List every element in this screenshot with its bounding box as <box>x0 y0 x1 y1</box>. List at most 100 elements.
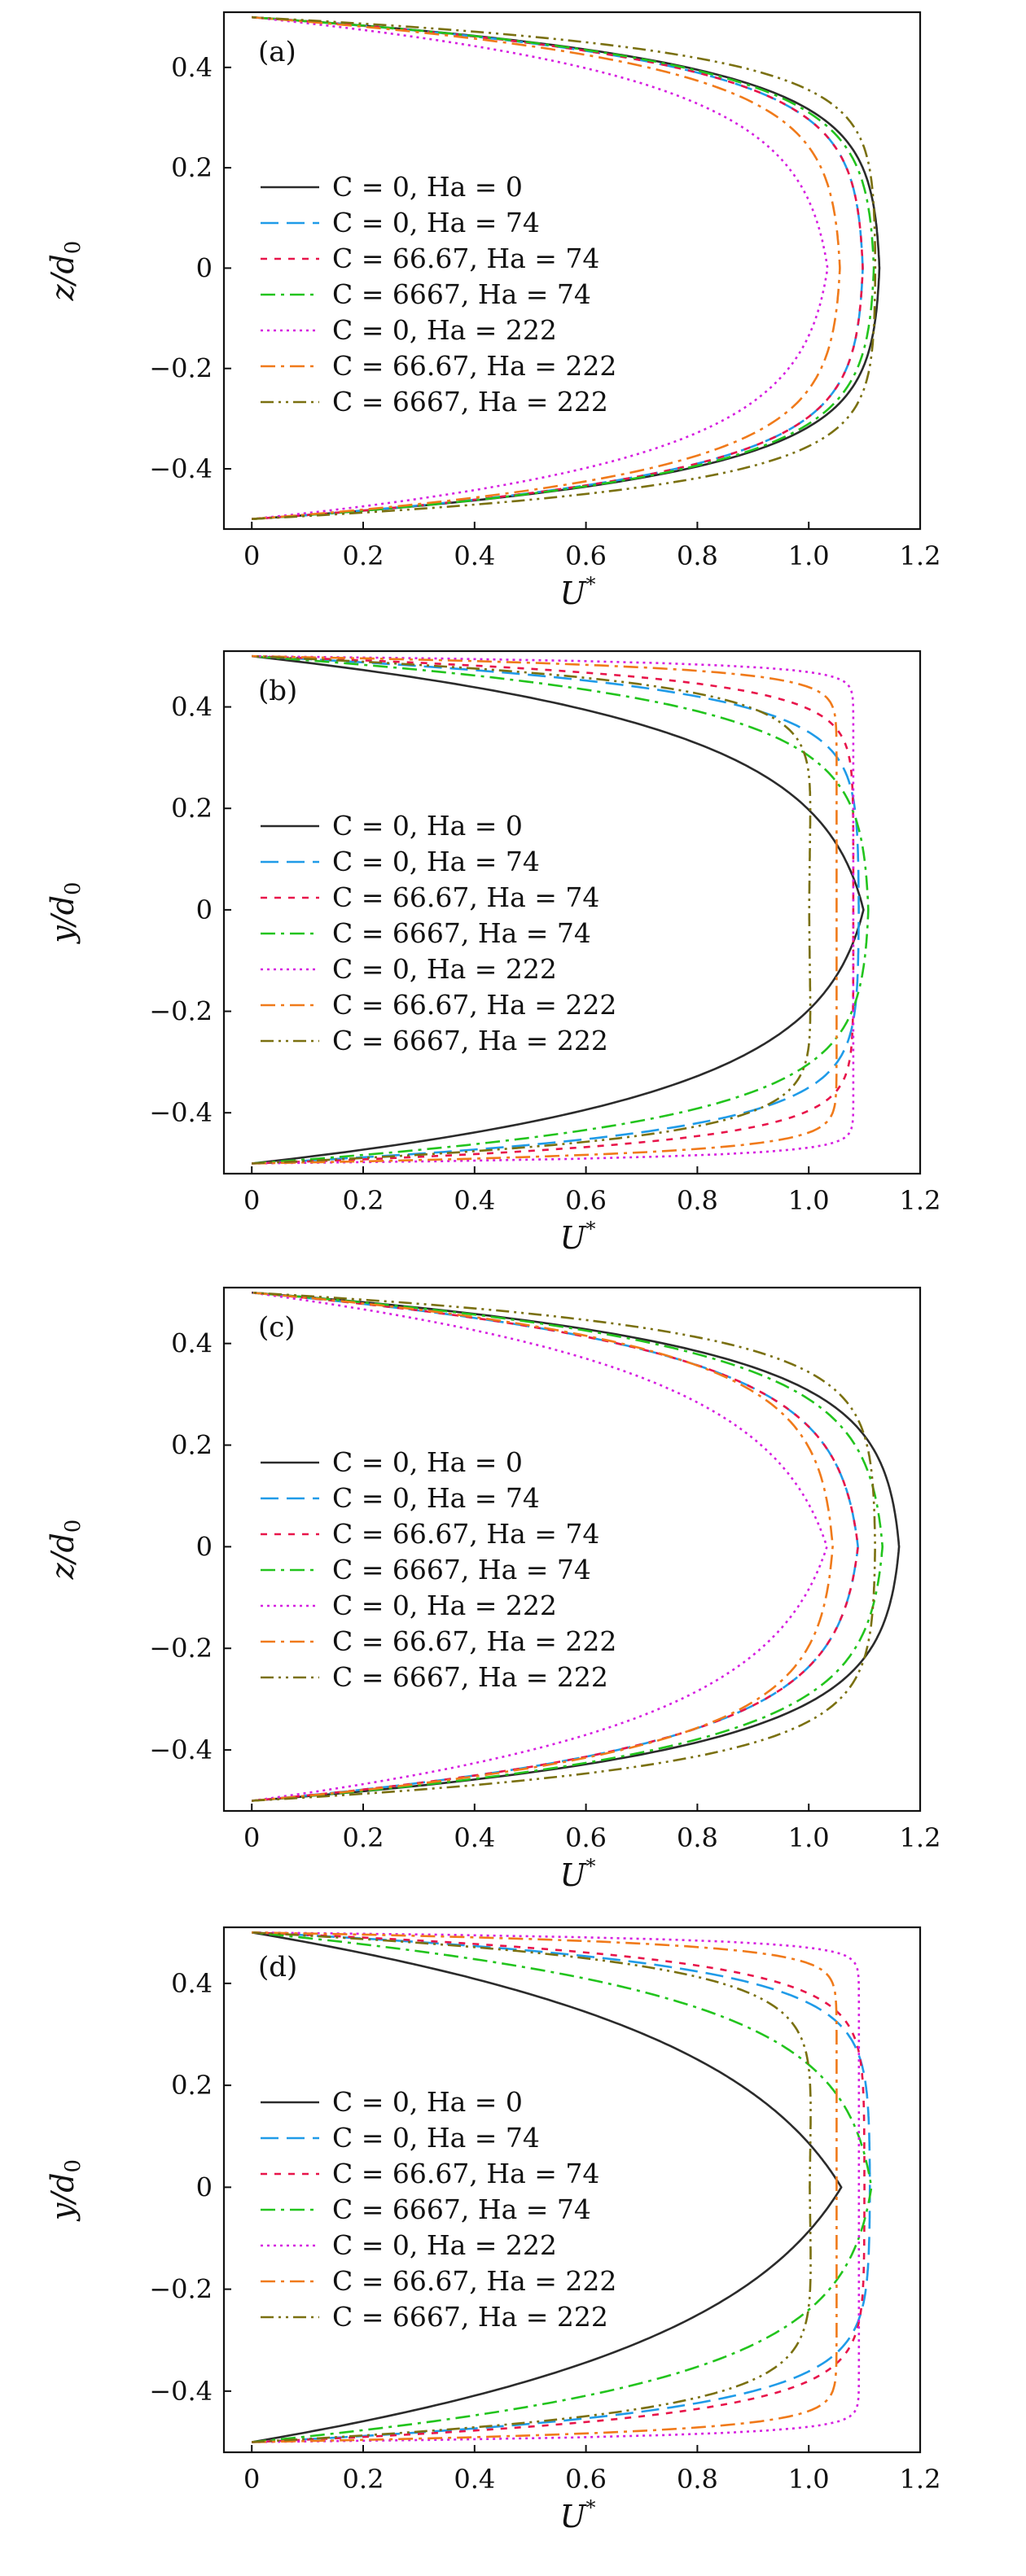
legend-entry: C = 0, Ha = 74 <box>332 1482 540 1514</box>
y-axis-label: z/d0 <box>45 241 86 302</box>
legend-entry: C = 6667, Ha = 222 <box>332 386 608 418</box>
legend-entry: C = 0, Ha = 74 <box>332 2122 540 2154</box>
x-tick-label: 0.8 <box>677 2464 718 2495</box>
legend-entry: C = 0, Ha = 74 <box>332 846 540 877</box>
x-tick-label: 0.8 <box>677 1185 718 1216</box>
series-line-6 <box>252 654 838 1165</box>
legend: C = 0, Ha = 0 C = 0, Ha = 74 C = 66.67, Ha… <box>261 171 616 418</box>
x-tick-label: 0.4 <box>454 1822 495 1853</box>
x-tick-label: 0.8 <box>677 1822 718 1853</box>
series-line-3 <box>252 1291 859 1802</box>
series-line-5 <box>252 1291 828 1802</box>
series-line-4 <box>252 1291 884 1802</box>
y-tick-label: −0.2 <box>149 2274 213 2305</box>
x-tick-label: 0 <box>243 1822 260 1853</box>
series-line-6 <box>252 15 841 520</box>
y-tick-label: 0.2 <box>171 793 213 824</box>
panel-label: (c) <box>258 1311 296 1344</box>
series-line-1 <box>252 15 881 520</box>
series-line-1 <box>251 1931 843 2443</box>
panel-c: 0 0.2 0.4 0.6 0.8 1.0 1.2 0.4 0.2 0 −0.2 −0.4 U* z/d0… <box>45 1286 940 1893</box>
legend: C = 0, Ha = 0 C = 0, Ha = 74 C = 66.67, Ha… <box>261 1446 616 1693</box>
x-tick-label: 0.4 <box>454 2464 495 2495</box>
legend-entry: C = 0, Ha = 0 <box>332 810 523 842</box>
legend-entry: C = 66.67, Ha = 222 <box>332 1625 616 1657</box>
legend-entry: C = 0, Ha = 0 <box>332 171 523 203</box>
x-tick-label: 0.2 <box>343 1185 384 1216</box>
legend-entry: C = 66.67, Ha = 74 <box>332 1518 599 1550</box>
legend-entry: C = 66.67, Ha = 74 <box>332 2158 599 2189</box>
x-tick-label: 0.4 <box>454 540 495 571</box>
y-axis-label: z/d0 <box>45 1520 86 1581</box>
series-line-5 <box>252 15 829 520</box>
legend-entry: C = 66.67, Ha = 222 <box>332 350 616 382</box>
panel-b: 0 0.2 0.4 0.6 0.8 1.0 1.2 0.4 0.2 0 −0.2 −0.4 U* y/d0… <box>45 649 941 1256</box>
x-tick-label: 1.2 <box>900 1185 941 1216</box>
y-tick-label: 0.2 <box>171 2070 213 2101</box>
series-line-6 <box>252 1291 834 1802</box>
legend-entry: C = 0, Ha = 222 <box>332 2229 557 2261</box>
y-tick-label: −0.2 <box>149 1633 213 1664</box>
y-tick-label: −0.4 <box>149 1734 213 1765</box>
legend-entry: C = 0, Ha = 0 <box>332 2086 523 2118</box>
y-tick-label: −0.4 <box>149 2376 213 2407</box>
y-tick-label: 0 <box>196 1531 213 1562</box>
x-axis-label: U* <box>560 1218 596 1256</box>
legend-entry: C = 6667, Ha = 74 <box>332 2193 591 2225</box>
panel-label: (a) <box>258 36 296 68</box>
x-tick-label: 0 <box>243 540 260 571</box>
series-line-2 <box>252 1931 871 2443</box>
y-axis-label: y/d0 <box>45 2159 86 2222</box>
y-tick-label: 0.2 <box>171 1430 213 1461</box>
legend-entry: C = 0, Ha = 0 <box>332 1446 523 1478</box>
legend-entry: C = 0, Ha = 222 <box>332 953 557 985</box>
series-line-7 <box>252 1931 812 2443</box>
y-tick-label: 0 <box>196 2171 213 2202</box>
series-line-7 <box>252 654 812 1165</box>
x-tick-label: 0.6 <box>565 2464 607 2495</box>
y-tick-label: 0.2 <box>171 152 213 183</box>
legend: C = 0, Ha = 0 C = 0, Ha = 74 C = 66.67, Ha… <box>261 810 616 1056</box>
x-tick-label: 1.0 <box>788 1185 830 1216</box>
legend-entry: C = 0, Ha = 74 <box>332 207 540 238</box>
series-line-7 <box>252 1291 876 1802</box>
y-axis-label: y/d0 <box>45 881 86 944</box>
x-axis-label: U* <box>560 573 596 611</box>
series-line-3 <box>252 654 855 1165</box>
x-tick-label: 0.6 <box>565 1185 607 1216</box>
legend-entry: C = 6667, Ha = 74 <box>332 917 591 949</box>
y-tick-label: 0.4 <box>171 52 213 83</box>
series-line-2 <box>252 654 860 1165</box>
y-tick-label: 0.4 <box>171 1968 213 1999</box>
legend-entry: C = 6667, Ha = 74 <box>332 278 591 310</box>
legend-entry: C = 6667, Ha = 222 <box>332 2301 608 2333</box>
x-tick-label: 0 <box>243 2464 260 2495</box>
x-axis-label: U* <box>560 1855 596 1893</box>
series-line-3 <box>252 1931 866 2443</box>
series-line-1 <box>252 1291 901 1802</box>
y-tick-label: 0.4 <box>171 692 213 723</box>
x-tick-label: 0.2 <box>343 1822 384 1853</box>
series-line-3 <box>252 15 864 520</box>
series-line-7 <box>252 15 877 520</box>
series-line-6 <box>252 1931 838 2443</box>
y-tick-label: 0 <box>196 894 213 925</box>
panel-label: (d) <box>258 1951 297 1983</box>
legend-entry: C = 66.67, Ha = 222 <box>332 989 616 1021</box>
x-tick-label: 1.0 <box>788 540 830 571</box>
legend: C = 0, Ha = 0 C = 0, Ha = 74 C = 66.67, Ha… <box>261 2086 616 2333</box>
series-line-4 <box>252 15 875 520</box>
legend-entry: C = 6667, Ha = 222 <box>332 1661 608 1693</box>
y-tick-label: −0.2 <box>149 353 213 384</box>
y-tick-label: 0 <box>196 252 213 283</box>
legend-entry: C = 66.67, Ha = 74 <box>332 243 599 274</box>
x-tick-label: 0.6 <box>565 540 607 571</box>
x-tick-label: 1.2 <box>900 540 941 571</box>
plot-frame <box>222 1286 922 1813</box>
legend-entry: C = 6667, Ha = 222 <box>332 1025 608 1056</box>
legend-entry: C = 0, Ha = 222 <box>332 314 557 346</box>
x-tick-label: 1.0 <box>788 2464 830 2495</box>
x-tick-label: 0 <box>243 1185 260 1216</box>
x-tick-label: 0.2 <box>343 2464 384 2495</box>
